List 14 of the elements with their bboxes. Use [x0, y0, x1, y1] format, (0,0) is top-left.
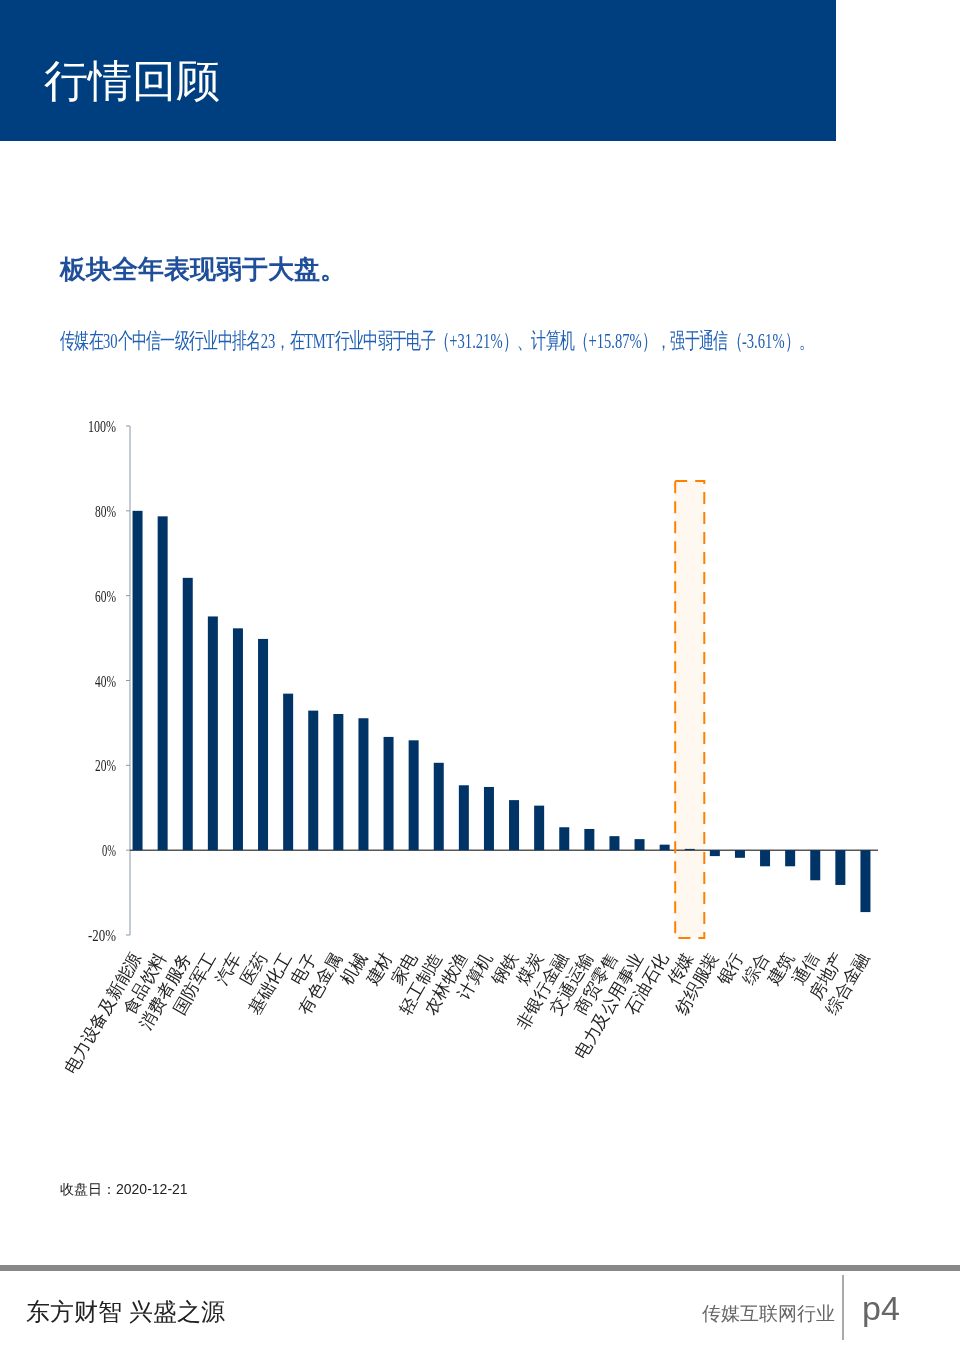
y-tick-label: 100%: [88, 417, 128, 436]
y-tick-label: -20%: [88, 926, 125, 945]
text: 收盘日：2020-12-21: [60, 1181, 188, 1197]
chart-subtitle: 传媒在30个中信一级行业中排名23，在TMT行业中弱于电子（+31.21%）、计算机（+15.87%），强于通信（-3.61%）。: [60, 329, 814, 353]
y-tick-label: 20%: [95, 756, 127, 776]
text: 传媒互联网行业: [702, 1303, 835, 1324]
y-tick-label: 40%: [95, 671, 127, 691]
y-tick-label: 80%: [95, 501, 127, 521]
y-tick-label: 0%: [102, 841, 125, 861]
chart-title: 板块全年表现弱于大盘。: [59, 254, 346, 284]
text: 行情回顾: [44, 56, 220, 105]
y-tick-label: 60%: [95, 586, 127, 606]
text: p4: [862, 1289, 900, 1327]
text: 东方财智 兴盛之源: [26, 1298, 225, 1325]
